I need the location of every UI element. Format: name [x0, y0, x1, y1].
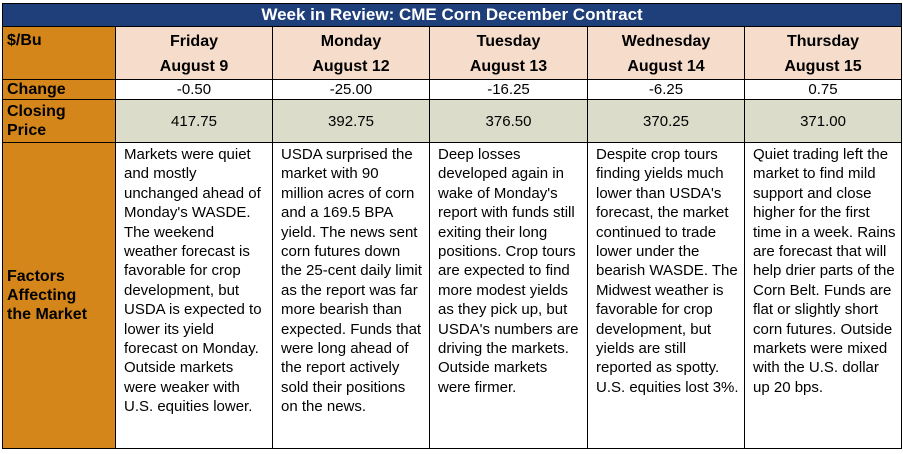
- market-notes: Deep losses developed again in wake of M…: [429, 142, 588, 449]
- closing-price-value: 376.50: [429, 99, 588, 143]
- factors-label-line: Affecting: [7, 287, 77, 304]
- change-row: Change -0.50 -25.00 -16.25 -6.25 0.75: [2, 79, 903, 100]
- day-date: August 9: [159, 58, 229, 75]
- market-notes: Markets were quiet and mostly unchanged …: [115, 142, 273, 449]
- factors-label-line: Factors: [7, 268, 65, 285]
- change-value: -16.25: [429, 79, 588, 100]
- closing-price-row: Closing Price 417.75 392.75 376.50 370.2…: [2, 99, 903, 143]
- change-value: -6.25: [587, 79, 745, 100]
- day-date: August 14: [627, 58, 705, 75]
- factors-label-line: the Market: [7, 306, 88, 323]
- factors-row: Factors Affecting the Market Markets wer…: [2, 142, 903, 449]
- closing-price-label: Closing Price: [2, 99, 116, 143]
- day-header: Monday August 12: [272, 26, 430, 80]
- day-weekday: Thursday: [787, 33, 860, 50]
- day-weekday: Friday: [169, 33, 218, 50]
- day-date: August 12: [312, 58, 390, 75]
- week-in-review-table: Week in Review: CME Corn December Contra…: [1, 3, 903, 449]
- closing-price-value: 392.75: [272, 99, 430, 143]
- table-title: Week in Review: CME Corn December Contra…: [1, 3, 903, 27]
- closing-price-value: 370.25: [587, 99, 745, 143]
- closing-price-value: 417.75: [115, 99, 273, 143]
- day-date: August 15: [784, 58, 862, 75]
- factors-label: Factors Affecting the Market: [2, 142, 116, 449]
- day-weekday: Tuesday: [476, 33, 541, 50]
- market-notes: Quiet trading left the market to find mi…: [743, 142, 903, 449]
- change-label: Change: [2, 79, 116, 100]
- day-weekday: Wednesday: [621, 33, 711, 50]
- day-header: Thursday August 15: [743, 26, 903, 80]
- closing-price-value: 371.00: [743, 99, 903, 143]
- day-header: Wednesday August 14: [587, 26, 745, 80]
- closing-label-line: Price: [7, 122, 47, 139]
- change-value: -25.00: [272, 79, 430, 100]
- week-in-review-table-wrap: Week in Review: CME Corn December Contra…: [1, 3, 903, 449]
- day-header-row: $/Bu Friday August 9 Monday August 12 Tu…: [2, 26, 903, 80]
- closing-label-line: Closing: [7, 103, 66, 120]
- day-date: August 13: [469, 58, 548, 75]
- change-value: -0.50: [115, 79, 273, 100]
- title-row: Week in Review: CME Corn December Contra…: [1, 3, 903, 27]
- market-notes: USDA surprised the market with 90 millio…: [272, 142, 430, 449]
- change-value: 0.75: [743, 79, 903, 100]
- unit-label: $/Bu: [2, 26, 116, 80]
- day-header: Friday August 9: [115, 26, 273, 80]
- day-header: Tuesday August 13: [429, 26, 588, 80]
- day-weekday: Monday: [320, 33, 382, 50]
- market-notes: Despite crop tours finding yields much l…: [587, 142, 745, 449]
